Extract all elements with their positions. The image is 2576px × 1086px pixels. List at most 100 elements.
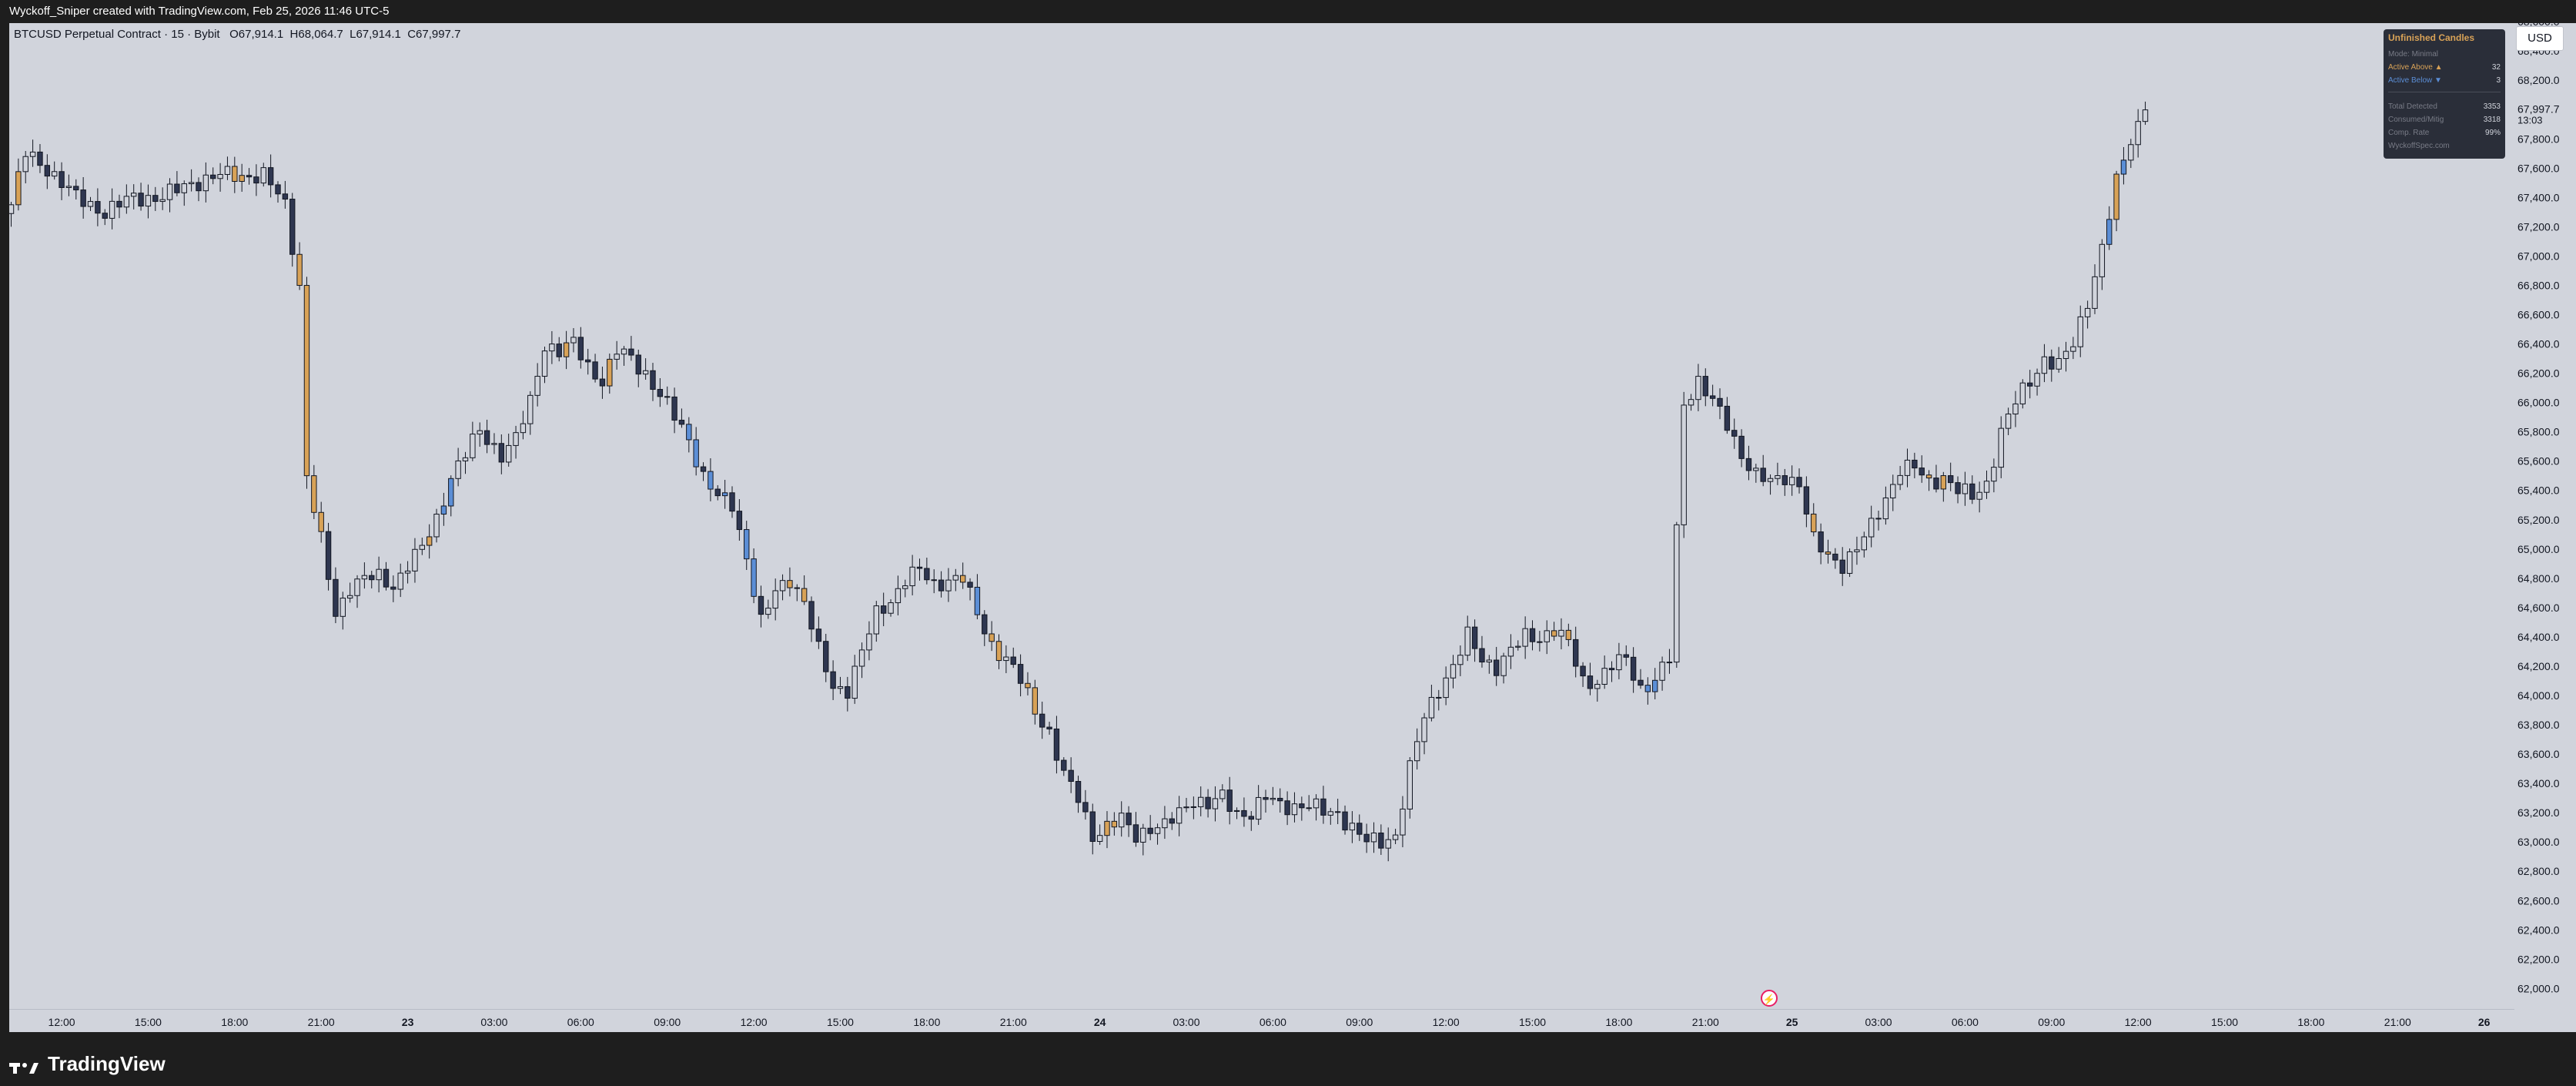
time-tick-label: 12:00 [741,1016,768,1028]
candle [1947,462,1954,491]
candle [29,139,36,167]
price-tick-label: 65,000.0 [2517,543,2560,555]
candle [1306,795,1312,812]
candle [1565,623,1572,647]
candle [2062,341,2069,372]
candle [1198,786,1204,816]
price-axis[interactable]: 68,600.068,400.068,200.068,000.067,800.0… [2514,23,2576,1032]
candle [181,180,187,206]
candle [1363,823,1370,853]
time-tick-label: 18:00 [913,1016,940,1028]
candle [376,556,382,593]
candle [239,163,245,192]
candle [1702,368,1708,407]
price-tick-label: 65,800.0 [2517,426,2560,438]
candle [2005,407,2012,435]
candle [51,161,58,180]
candle [2012,390,2019,427]
candle [924,558,930,585]
candle [700,462,707,481]
candle [563,330,570,370]
candle [1652,668,1658,700]
rate-value: 99% [2484,129,2501,137]
candle [462,451,469,474]
candle [1046,722,1052,735]
chart-area[interactable] [9,23,2514,1032]
candle [390,575,396,602]
last-price-label: 67,997.7 [2517,103,2560,116]
candle [1760,454,1766,487]
lightning-icon[interactable]: ⚡ [1761,990,1778,1007]
candle [1912,452,1918,478]
candle [455,447,461,487]
below-value: 3 [2496,76,2501,85]
candle [1233,807,1240,820]
candle [1919,455,1925,483]
candle [714,484,721,501]
candle [1753,464,1759,483]
candle [202,162,209,203]
candle [498,434,505,474]
candle [1053,716,1060,774]
tradingview-logo[interactable]: TradingView [9,1052,166,1076]
price-tick-label: 64,200.0 [2517,660,2560,672]
candle [772,578,778,621]
candle [1925,470,1932,491]
candle [570,328,577,353]
total-label: Total Detected [2388,102,2437,111]
candle [2092,264,2098,314]
panel-below-row: Active Below ▼ 3 [2388,74,2501,87]
price-tick-label: 67,400.0 [2517,191,2560,203]
candle [1212,786,1219,822]
candle [2084,300,2091,329]
total-value: 3353 [2483,102,2501,111]
candle [1299,796,1305,821]
candle [858,642,865,679]
candle [1479,635,1485,668]
low-value: L67,914.1 [350,28,401,41]
candle [1522,616,1528,659]
price-tick-label: 62,800.0 [2517,865,2560,877]
price-tick-label: 68,200.0 [2517,74,2560,86]
bar-countdown-label: 13:03 [2517,115,2543,126]
candle [1132,812,1139,847]
ohlc-legend: BTCUSD Perpetual Contract · 15 · Bybit O… [14,28,460,41]
time-tick-label: 06:00 [1952,1016,1979,1028]
candle [253,164,259,196]
candle [2027,370,2033,399]
candle [318,501,324,543]
time-tick-label: 12:00 [2125,1016,2152,1028]
candle [448,475,454,517]
panel-title: Unfinished Candles [2388,32,2475,43]
symbol-label[interactable]: BTCUSD Perpetual Contract · 15 · Bybit [14,28,220,41]
candle [131,184,137,209]
price-tick-label: 62,200.0 [2517,953,2560,965]
candle [686,417,692,453]
candle [1811,503,1817,537]
price-tick-label: 65,200.0 [2517,514,2560,526]
currency-button[interactable]: USD [2516,26,2564,51]
rate-label: Comp. Rate [2388,129,2430,137]
candle [224,156,231,180]
candle [1104,811,1110,849]
candle [2041,344,2048,383]
price-tick-label: 66,200.0 [2517,367,2560,380]
candle [851,655,858,704]
candle [808,596,815,642]
candle [1854,536,1860,565]
candle [592,354,598,383]
candle [1407,757,1413,819]
candle [188,169,195,192]
candle [1017,654,1024,697]
candle [989,621,995,652]
consumed-value: 3318 [2483,116,2501,124]
candle [1573,626,1579,678]
candle [1226,776,1233,825]
candle [1659,656,1665,691]
candle [888,599,894,617]
candle [426,524,433,559]
candlestick-chart[interactable] [9,23,2514,1009]
candle [59,162,65,200]
price-tick-label: 65,400.0 [2517,484,2560,497]
time-axis[interactable]: 12:00 15:00 18:00 21:00 23 03:00 06:00 09:00 12:… [9,1009,2514,1033]
